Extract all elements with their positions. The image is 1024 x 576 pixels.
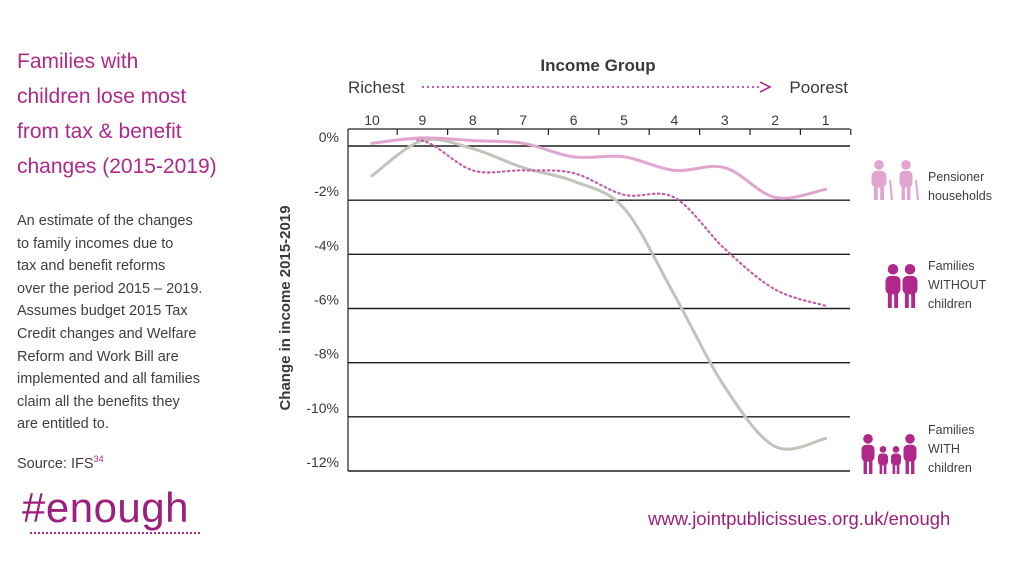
pensioner-figure-leg [880,184,885,200]
family-figure-body [891,453,901,466]
couple-figure-body [902,275,918,295]
family-figure-body [861,444,875,462]
x-tick-label: 7 [519,112,527,128]
walking-stick-icon [889,179,893,201]
pensioner-figure-leg [907,184,911,200]
legend-families-without-children: Families WITHOUT children [928,259,987,311]
couple-figure-leg [887,291,892,308]
richest-label: Richest [348,78,405,97]
series-line-family [370,137,828,451]
series-line-couple [370,137,827,307]
y-tick-label: -2% [314,183,339,199]
family-figure-head [892,446,900,453]
source-note: Source: IFS34 [17,454,104,472]
y-tick-label: -8% [314,346,339,362]
x-tick-label: 4 [671,112,679,128]
pensioner-figure-head [874,160,884,170]
pensioner-figure-leg [873,184,878,200]
y-axis-title: Change in income 2015-2019 [277,205,294,410]
family-figure-leg [892,463,896,474]
y-tick-label: -6% [314,292,339,308]
family-figure-leg [911,458,915,474]
family-figure-body [878,453,888,466]
chart-title: Families with children lose most from ta… [17,50,217,178]
family-figure-leg [883,463,887,474]
family-figure-head [905,434,915,444]
pensioner-figure-leg [901,184,905,200]
family-figure-leg [905,458,909,474]
website-link[interactable]: www.jointpublicissues.org.uk/enough [648,508,951,529]
chart-description: An estimate of the changes to family inc… [17,213,203,433]
family-figure-leg [896,463,900,474]
pensioner-figure-body [899,170,913,188]
x-tick-label: 9 [419,112,427,128]
x-tick-label: 1 [822,112,830,128]
couple-figure-leg [904,291,909,308]
family-figure-leg [879,463,883,474]
legend-families-with-children: Families WITH children [928,423,975,475]
x-axis-title: Income Group [540,56,655,75]
poorest-label: Poorest [789,78,848,97]
x-tick-label: 2 [771,112,779,128]
x-tick-label: 8 [469,112,477,128]
family-figure-head [879,446,887,453]
couple-figure-head [904,264,916,275]
legend-pensioner-households: Pensioner households [928,170,992,203]
pensioner-figure-head [901,160,911,170]
family-figure-head [863,434,873,444]
family-figure-leg [863,458,867,474]
x-tick-label: 10 [364,112,380,128]
x-tick-label: 6 [570,112,578,128]
family-figure-leg [869,458,873,474]
y-tick-label: -4% [314,237,339,253]
y-tick-label: 0% [319,129,339,145]
y-tick-label: -12% [306,454,339,470]
x-tick-label: 3 [721,112,729,128]
direction-arrow-head [759,81,772,93]
couple-figure-head [887,264,899,275]
y-tick-label: -10% [306,400,339,416]
series-line-elderly-couple [370,136,828,200]
x-tick-label: 5 [620,112,628,128]
pensioner-figure-body [871,170,887,188]
hashtag-underline [30,532,200,534]
couple-figure-leg [911,291,916,308]
walking-stick-icon [915,179,919,201]
source-label: Source: IFS [17,455,94,472]
family-figure-body [903,444,917,462]
hashtag-logo: #enough [22,484,190,531]
couple-figure-leg [894,291,899,308]
couple-figure-body [885,275,901,295]
source-footnote: 34 [93,454,104,464]
